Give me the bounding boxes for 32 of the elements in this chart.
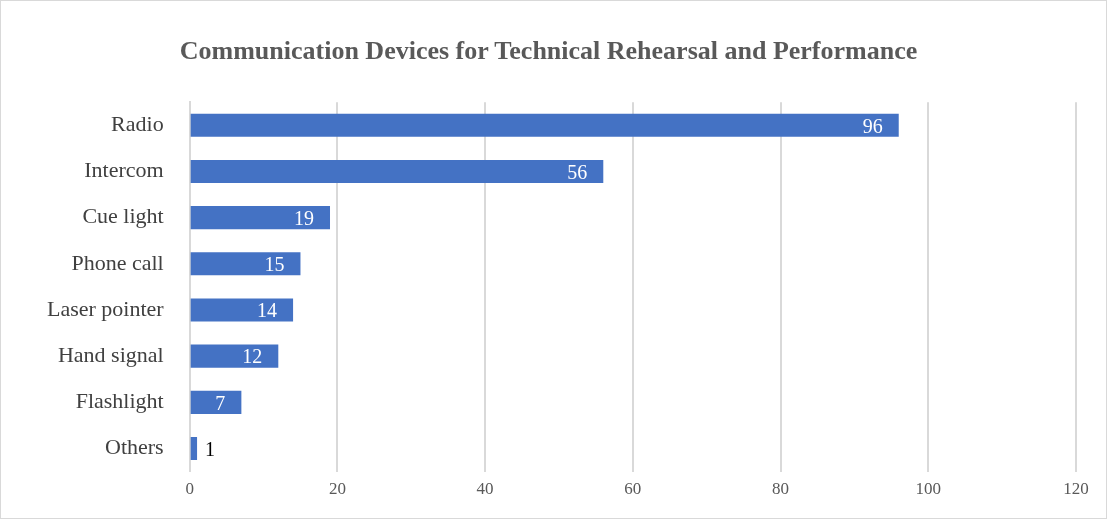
data-label: 14 bbox=[257, 299, 278, 322]
data-label: 96 bbox=[862, 114, 883, 137]
y-tick-label: Intercom bbox=[84, 157, 164, 183]
y-tick-label: Phone call bbox=[71, 249, 164, 275]
y-tick-label: Cue light bbox=[82, 203, 164, 229]
bar bbox=[190, 390, 242, 414]
bar bbox=[190, 252, 301, 276]
y-tick-label: Radio bbox=[111, 111, 164, 137]
bar bbox=[190, 206, 331, 230]
x-tick-label: 60 bbox=[624, 479, 642, 499]
data-label: 15 bbox=[264, 253, 285, 276]
bar bbox=[190, 298, 294, 322]
y-tick-label: Laser pointer bbox=[47, 295, 165, 321]
data-label: 12 bbox=[242, 345, 263, 368]
bar bbox=[190, 113, 899, 137]
data-label: 7 bbox=[215, 391, 226, 414]
data-label: 1 bbox=[205, 437, 216, 460]
bar bbox=[190, 159, 604, 184]
data-label: 19 bbox=[294, 206, 315, 229]
x-tick-label: 80 bbox=[772, 479, 790, 499]
x-tick-label: 120 bbox=[1063, 479, 1089, 499]
x-tick-label: 20 bbox=[328, 479, 346, 499]
y-tick-label: Flashlight bbox=[75, 388, 164, 414]
x-tick-label: 0 bbox=[185, 479, 194, 499]
bar bbox=[190, 344, 279, 368]
y-tick-label: Hand signal bbox=[57, 341, 164, 367]
bar bbox=[190, 436, 198, 461]
x-tick-label: 100 bbox=[915, 479, 942, 499]
data-label: 56 bbox=[567, 160, 588, 183]
chart-title: Communication Devices for Technical Rehearsal and Performance bbox=[179, 36, 918, 66]
x-tick-label: 40 bbox=[476, 479, 494, 499]
y-tick-label: Others bbox=[105, 434, 164, 460]
